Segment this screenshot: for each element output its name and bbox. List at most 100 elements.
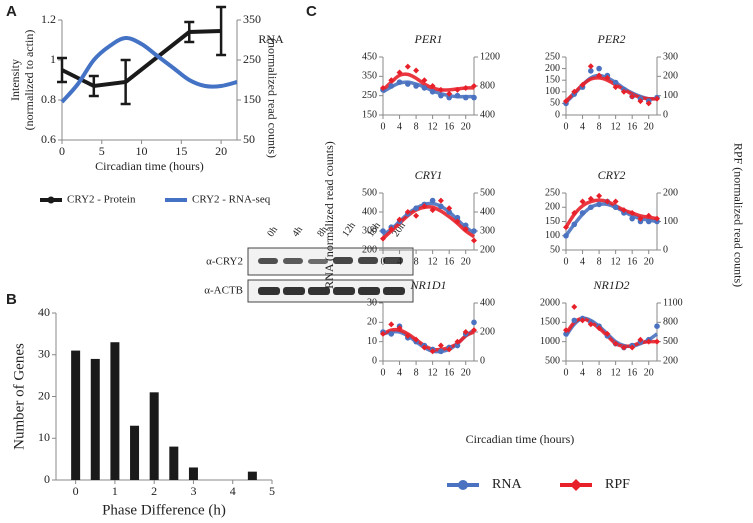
y-tick-label: 0.6	[41, 132, 56, 146]
point	[462, 329, 469, 335]
y-tick-label: 250	[362, 90, 377, 101]
y2-axis-label: RPF (normalized read counts)	[731, 143, 745, 287]
y2-tick-label: 150	[243, 92, 261, 106]
point	[604, 330, 611, 337]
point	[462, 226, 469, 233]
y2-tick-label: 200	[480, 244, 495, 255]
point	[645, 100, 652, 107]
y-tick-label: 500	[545, 355, 560, 366]
y-tick-label: 0	[555, 109, 560, 120]
x-tick-label: 20	[644, 121, 654, 132]
point	[637, 336, 644, 343]
y2-tick-label: 300	[663, 51, 678, 62]
error-bar	[88, 74, 99, 98]
x-tick-label: 3	[190, 484, 196, 498]
point	[620, 207, 627, 214]
point	[454, 338, 461, 345]
point	[629, 209, 636, 216]
point	[579, 198, 586, 205]
point	[388, 77, 395, 84]
point	[654, 95, 660, 102]
point	[596, 72, 603, 79]
y2-tick-label: 0	[663, 244, 668, 255]
bar	[90, 358, 100, 480]
panel-letter: A	[6, 3, 17, 20]
point	[380, 235, 386, 242]
point	[454, 92, 461, 99]
point	[604, 74, 611, 81]
point	[612, 204, 619, 211]
y-tick-label: 200	[362, 244, 377, 255]
point	[404, 332, 411, 339]
point	[645, 218, 652, 225]
point	[421, 85, 428, 91]
point	[471, 319, 477, 326]
point	[654, 215, 660, 222]
chart-title: NR1D1	[410, 278, 447, 292]
point	[421, 77, 428, 84]
x-tick-label: 4	[397, 256, 402, 267]
x-tick-label: 8	[414, 121, 419, 132]
point	[579, 81, 586, 88]
blot-row-label: α-ACTB	[204, 285, 243, 297]
error-bar	[120, 58, 131, 106]
point	[396, 216, 403, 223]
x-tick-label: 16	[444, 256, 454, 267]
y-tick-label: 150	[545, 74, 560, 85]
point	[446, 209, 452, 215]
point	[429, 207, 436, 214]
point	[563, 98, 569, 105]
y2-tick-label: 200	[663, 355, 678, 366]
point	[596, 65, 602, 72]
y-tick-label: 30	[367, 297, 377, 308]
y2-tick-label: 400	[480, 206, 495, 217]
y-tick-label: 40	[38, 305, 50, 319]
axis-label: Intensity	[8, 59, 22, 101]
point	[454, 86, 461, 93]
x-tick-label: 8	[414, 256, 419, 267]
fit-line	[564, 76, 658, 103]
y-tick-label: 0.8	[41, 92, 56, 106]
y-tick-label: 0	[44, 472, 50, 486]
point	[446, 94, 452, 101]
y2-tick-label: 350	[243, 12, 261, 26]
x-tick-label: 20	[461, 256, 471, 267]
x-tick-label: 4	[397, 367, 402, 378]
y-tick-label: 150	[362, 109, 377, 120]
y-axis-label: RNA (normalized read counts)	[322, 141, 336, 289]
lane-label: 4h	[290, 225, 305, 240]
axis-label: RNA	[258, 32, 284, 46]
point	[421, 344, 428, 351]
y2-tick-label: 1100	[663, 297, 683, 308]
chart-title: CRY2	[598, 168, 626, 182]
point	[604, 198, 611, 205]
y2-tick-label: 200	[480, 326, 495, 337]
x-tick-label: 0	[564, 256, 569, 267]
error-bar	[184, 20, 195, 44]
x-tick-label: 0	[564, 367, 569, 378]
point	[571, 317, 578, 324]
lane-label: 0h	[265, 225, 280, 240]
y-tick-label: 400	[362, 206, 377, 217]
blot-box	[247, 279, 414, 303]
bar	[169, 446, 179, 480]
x-tick-label: 16	[627, 367, 637, 378]
point	[380, 84, 386, 91]
y2-tick-label: 400	[480, 109, 495, 120]
point	[388, 83, 395, 89]
x-tick-label: 4	[580, 121, 585, 132]
y2-tick-label: 1200	[480, 51, 500, 62]
x-tick-label: 20	[644, 367, 654, 378]
y-tick-label: 20	[38, 388, 50, 402]
y-tick-label: 1.2	[41, 12, 56, 26]
y-tick-label: 2000	[540, 297, 560, 308]
bands	[258, 257, 405, 295]
point	[446, 205, 453, 212]
point	[645, 338, 652, 345]
point	[587, 321, 594, 328]
y-tick-label: 0	[372, 355, 377, 366]
point	[571, 209, 578, 216]
point	[429, 89, 436, 95]
point	[637, 215, 644, 222]
y-tick-label: 150	[545, 216, 560, 227]
